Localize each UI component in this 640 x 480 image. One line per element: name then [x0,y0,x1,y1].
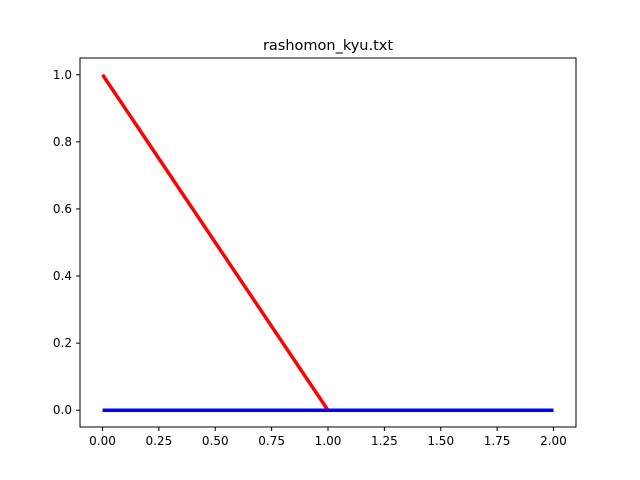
plot-area-frame [79,57,577,428]
chart-title: rashomon_kyu.txt [263,38,393,54]
y-tick-label: 0.2 [53,336,72,350]
x-tick-label: 0.50 [202,434,229,448]
y-tick-label: 0.0 [53,403,72,417]
x-tick-label: 2.00 [540,434,567,448]
x-tick-label: 0.25 [146,434,173,448]
x-tick-label: 1.25 [371,434,398,448]
x-tick-label: 0.75 [258,434,285,448]
y-tick-label: 0.8 [53,135,72,149]
y-tick-label: 0.6 [53,202,72,216]
x-tick-label: 1.00 [315,434,342,448]
x-tick-label: 1.50 [427,434,454,448]
series-layer [101,73,554,412]
y-axis: 0.0 0.2 0.4 0.6 0.8 1.0 [53,68,80,417]
x-tick-label: 0.00 [89,434,116,448]
series-line-1 [101,73,554,412]
y-tick-label: 0.4 [53,269,72,283]
y-tick-label: 1.0 [53,68,72,82]
x-axis: 0.00 0.25 0.50 0.75 1.00 1.25 1.50 1.75 2.00 [89,427,567,448]
x-tick-label: 1.75 [484,434,511,448]
